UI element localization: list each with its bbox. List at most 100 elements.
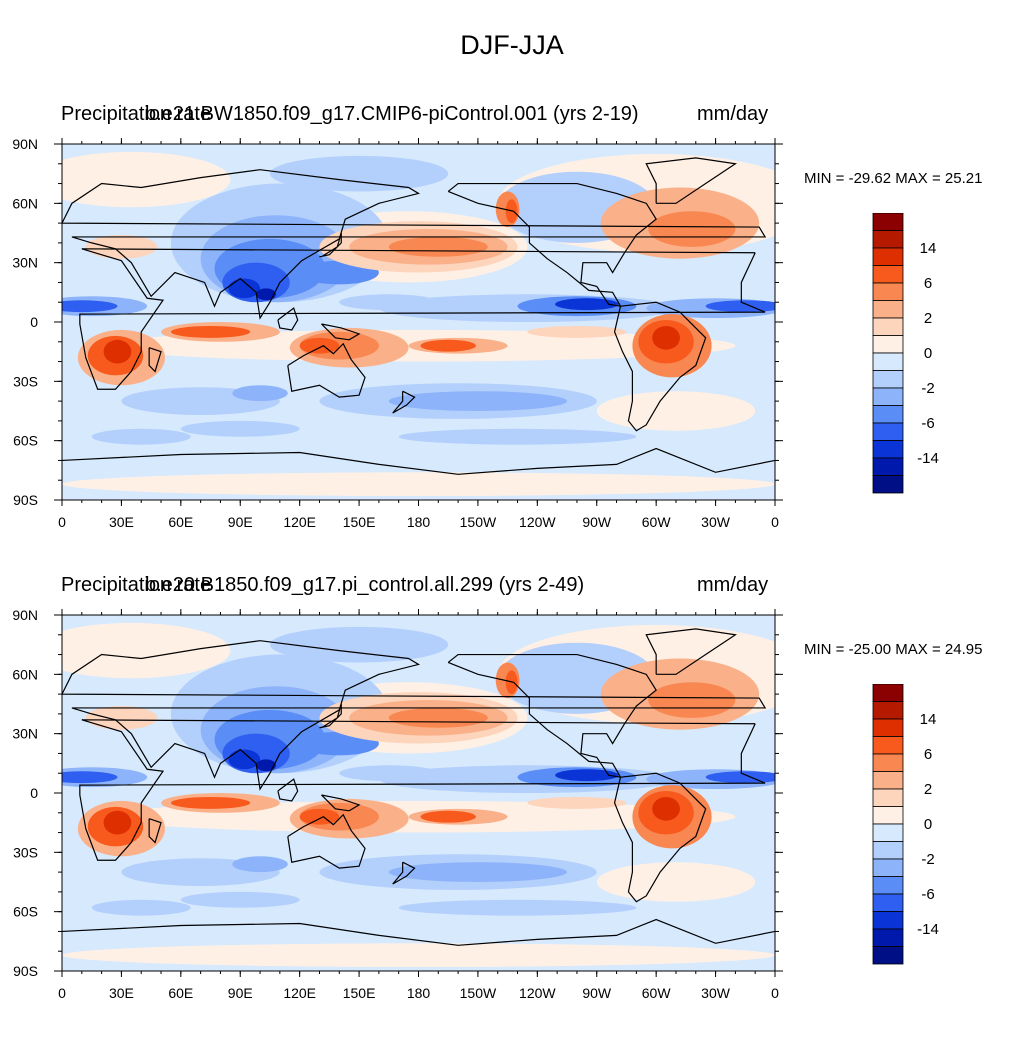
colorbar-swatch (872, 788, 904, 807)
variable-label: Precipitation rate (61, 103, 212, 125)
x-tick-label: 120W (519, 514, 556, 530)
x-tick-label: 150E (343, 514, 376, 530)
negative-anomaly (180, 420, 300, 437)
colorbar-label: -14 (917, 450, 939, 467)
positive-anomaly (596, 391, 756, 431)
y-tick-label: 0 (30, 314, 38, 330)
coastline (148, 818, 162, 844)
colorbar-swatch (872, 230, 904, 249)
coastline (613, 301, 707, 432)
precip-field (62, 615, 775, 971)
negative-anomaly (555, 298, 619, 311)
x-tick-label: 90E (228, 514, 253, 530)
coastline (79, 719, 766, 861)
y-tick-label: 0 (30, 785, 38, 801)
colorbar-swatch (872, 841, 904, 860)
x-tick-label: 30E (109, 985, 134, 1001)
colorbar-label: 2 (924, 310, 932, 327)
colorbar-label: 6 (924, 275, 932, 292)
x-tick-label: 60E (168, 985, 193, 1001)
negative-anomaly (62, 771, 118, 784)
colorbar-swatch (872, 475, 904, 494)
colorbar-swatch (872, 876, 904, 895)
colorbar-label: 2 (924, 781, 932, 798)
colorbar-swatch (872, 718, 904, 737)
positive-anomaly (648, 211, 736, 247)
colorbar-swatch (872, 911, 904, 930)
coastline (61, 447, 776, 475)
coastline (61, 169, 767, 320)
x-tick-label: 0 (58, 514, 66, 530)
y-tick-label: 90N (12, 607, 38, 623)
y-tick-label: 90N (12, 136, 38, 152)
colorbar-label: -2 (921, 851, 934, 868)
coastline (447, 653, 657, 778)
colorbar-swatch (872, 893, 904, 912)
positive-anomaly (596, 862, 756, 902)
x-tick-label: 30W (701, 514, 731, 530)
variable-label: Precipitation rate (61, 574, 212, 596)
colorbar-swatch (872, 352, 904, 371)
colorbar-swatch (872, 405, 904, 424)
coastline (319, 232, 342, 258)
x-tick-label: 60E (168, 514, 193, 530)
y-tick-label: 30N (12, 255, 38, 271)
positive-anomaly (527, 796, 627, 809)
x-tick-label: 150E (343, 985, 376, 1001)
colorbar-swatch (872, 701, 904, 720)
y-tick-label: 60N (12, 195, 38, 211)
coastline (645, 157, 738, 204)
x-tick-label: 0 (58, 985, 66, 1001)
negative-anomaly (228, 278, 261, 299)
colorbar: 14 6 2 0 -2 -6 -14 (872, 213, 939, 494)
x-tick-label: 150W (460, 514, 497, 530)
colorbar-label: -6 (921, 886, 934, 903)
negative-anomaly (339, 294, 439, 311)
axes: 0 30E 60E 90E 120E 150E 180 150W 120W 90W 60W 30W 0 9… (12, 607, 783, 1001)
colorbar-label: -2 (921, 380, 934, 397)
x-tick-label: 150W (460, 985, 497, 1001)
colorbar-label: 0 (924, 345, 932, 362)
coastline (392, 861, 416, 885)
x-tick-label: 90W (582, 514, 612, 530)
colorbar-swatch (872, 806, 904, 825)
coastline (61, 640, 767, 791)
coastline (392, 390, 416, 414)
colorbar-label: 14 (920, 711, 937, 728)
negative-anomaly (555, 769, 619, 782)
negative-anomaly (388, 391, 568, 411)
x-tick-label: 90E (228, 985, 253, 1001)
coastline (79, 248, 766, 390)
colorbar-swatch (872, 247, 904, 266)
min-max-label: MIN = -25.00 MAX = 24.95 (804, 641, 983, 658)
negative-anomaly (339, 765, 439, 782)
coastline (613, 772, 707, 903)
negative-anomaly (256, 759, 276, 772)
precip-field (62, 144, 775, 500)
negative-anomaly (91, 899, 191, 916)
units-label: mm/day (697, 103, 769, 125)
colorbar-swatch (872, 300, 904, 319)
x-tick-label: 0 (771, 514, 779, 530)
negative-anomaly (91, 428, 191, 445)
colorbar-swatch (872, 370, 904, 389)
positive-anomaly (170, 796, 251, 809)
x-tick-label: 90W (582, 985, 612, 1001)
negative-anomaly (398, 428, 637, 445)
colorbar-swatch (872, 282, 904, 301)
colorbar-swatch (872, 213, 904, 231)
colorbar-swatch (872, 823, 904, 842)
positive-anomaly (85, 234, 158, 259)
colorbar-swatch (872, 387, 904, 406)
positive-anomaly (388, 236, 488, 257)
y-tick-label: 30S (13, 844, 38, 860)
negative-anomaly (256, 288, 276, 301)
colorbar-swatch (872, 771, 904, 790)
y-tick-label: 60S (13, 904, 38, 920)
negative-anomaly (388, 862, 568, 882)
positive-anomaly (420, 339, 476, 352)
negative-anomaly (62, 300, 118, 313)
positive-anomaly (299, 337, 340, 354)
colorbar-swatch (872, 736, 904, 755)
x-tick-label: 180 (407, 985, 431, 1001)
